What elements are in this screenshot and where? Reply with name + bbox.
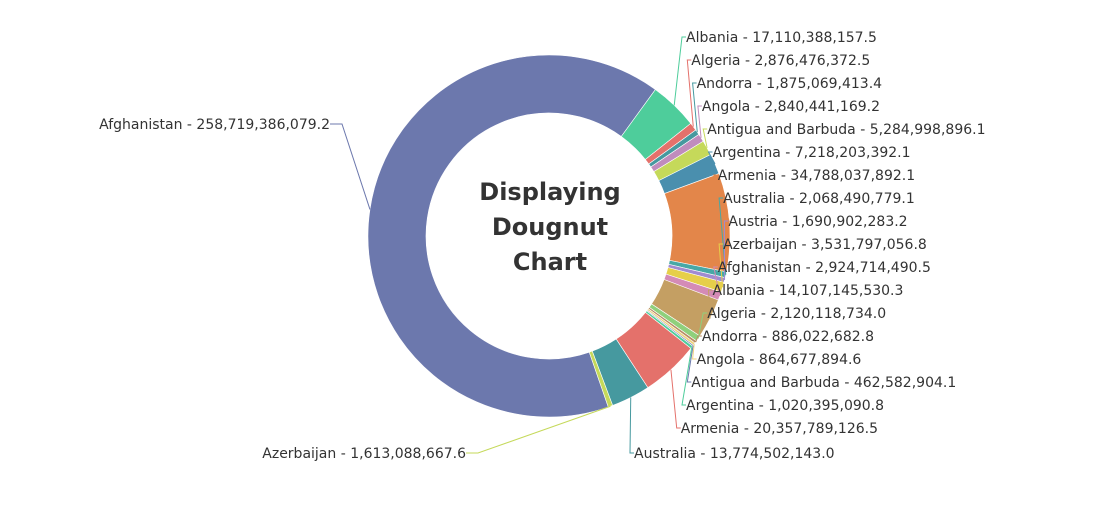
leader-line-15 [692, 344, 697, 360]
slice-label-14: Andorra - 886,022,682.8 [702, 329, 874, 345]
leader-line-13 [697, 312, 708, 339]
slice-label-19: Australia - 13,774,502,143.0 [634, 446, 835, 462]
slice-label-17: Argentina - 1,020,395,090.8 [686, 398, 884, 414]
leader-line-20 [466, 405, 611, 454]
slice-label-11: Afghanistan - 2,924,714,490.5 [718, 260, 931, 276]
slice-label-0: Afghanistan - 258,719,386,079.2 [99, 117, 330, 133]
leader-line-11 [713, 266, 721, 297]
slice-20[interactable] [588, 350, 614, 408]
leader-line-4 [697, 105, 702, 138]
leader-line-10 [718, 243, 724, 288]
center-title-line-2: Dougnut [492, 213, 608, 241]
slice-label-12: Albania - 14,107,145,530.3 [713, 283, 904, 299]
slice-label-10: Azerbaijan - 3,531,797,056.8 [723, 237, 927, 253]
leader-line-9 [723, 220, 729, 281]
label-leader-lines [330, 36, 730, 454]
slice-label-16: Antigua and Barbuda - 462,582,904.1 [691, 375, 956, 391]
slice-label-18: Armenia - 20,357,789,126.5 [681, 421, 878, 437]
leader-line-5 [702, 128, 708, 148]
leader-line-1 [673, 36, 686, 106]
center-title-line-3: Chart [513, 248, 587, 276]
slice-label-3: Andorra - 1,875,069,413.4 [697, 76, 883, 92]
doughnut-slices [367, 54, 731, 418]
slice-label-4: Angola - 2,840,441,169.2 [702, 99, 880, 115]
slice-label-9: Austria - 1,690,902,283.2 [728, 214, 907, 230]
slice-label-6: Argentina - 7,218,203,392.1 [713, 145, 911, 161]
leader-line-18 [670, 369, 681, 429]
leader-line-14 [695, 335, 702, 343]
leader-line-3 [692, 82, 698, 133]
leader-line-19 [629, 397, 634, 454]
slice-label-8: Australia - 2,068,490,779.1 [723, 191, 915, 207]
leader-line-12 [707, 289, 713, 319]
slice-label-2: Algeria - 2,876,476,372.5 [691, 53, 870, 69]
slice-label-13: Algeria - 2,120,118,734.0 [707, 306, 886, 322]
leader-line-0 [330, 123, 371, 210]
leader-line-17 [681, 347, 693, 406]
leader-line-8 [718, 197, 727, 275]
slice-label-15: Angola - 864,677,894.6 [697, 352, 862, 368]
slice-label-5: Antigua and Barbuda - 5,284,998,896.1 [707, 122, 985, 138]
slice-label-20: Azerbaijan - 1,613,088,667.6 [262, 446, 466, 462]
leader-line-2 [686, 59, 694, 127]
leader-line-6 [707, 151, 716, 165]
leader-line-7 [713, 174, 730, 223]
slice-label-1: Albania - 17,110,388,157.5 [686, 30, 877, 46]
slice-0[interactable] [367, 54, 656, 418]
slice-label-7: Armenia - 34,788,037,892.1 [718, 168, 915, 184]
leader-line-16 [686, 345, 694, 383]
center-title-line-1: Displaying [479, 178, 620, 206]
slice-labels: Afghanistan - 258,719,386,079.2 Albania -… [99, 30, 985, 462]
